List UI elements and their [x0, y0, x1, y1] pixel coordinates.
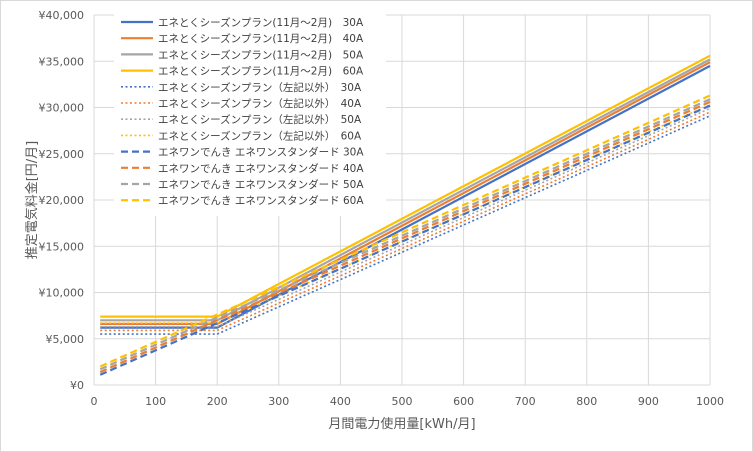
series-line: [99, 98, 711, 371]
legend-label: エネとくシーズンプラン(11月〜2月) 30A: [158, 16, 364, 29]
x-tick-label: 800: [576, 395, 597, 408]
series-line: [100, 115, 711, 335]
y-tick-label: ¥10,000: [39, 287, 85, 300]
x-tick-label: 100: [145, 395, 166, 408]
legend-label: エネとくシーズンプラン（左記以外） 40A: [158, 97, 362, 110]
x-tick-label: 700: [515, 395, 536, 408]
series-line: [100, 107, 711, 328]
series-line: [99, 94, 711, 368]
series-line: [100, 64, 711, 329]
x-tick-label: 400: [330, 395, 351, 408]
legend-label: エネワンでんき エネワンスタンダード 50A: [158, 178, 364, 191]
legend-label: エネとくシーズンプラン（左記以外） 30A: [158, 81, 362, 94]
y-tick-label: ¥40,000: [39, 9, 85, 22]
x-axis-ticks: 0 100 200 300 400 500 600 700 800 900 1000: [91, 395, 725, 408]
y-axis-ticks: ¥0 ¥5,000 ¥10,000 ¥15,000 ¥20,000 ¥25,000 ¥30,…: [39, 9, 85, 392]
y-tick-label: ¥35,000: [39, 55, 85, 68]
legend-label: エネとくシーズンプラン(11月〜2月) 50A: [158, 48, 364, 61]
legend-label: エネとくシーズンプラン（左記以外） 60A: [158, 129, 362, 142]
legend-label: エネワンでんき エネワンスタンダード 40A: [158, 162, 364, 175]
y-axis-title: 推定電気料金[円/月]: [24, 141, 40, 260]
series-lines: [99, 54, 711, 376]
y-tick-label: ¥15,000: [39, 240, 85, 253]
x-tick-label: 0: [91, 395, 98, 408]
legend-label: エネワンでんき エネワンスタンダード 60A: [158, 194, 364, 207]
x-tick-label: 300: [268, 395, 289, 408]
legend-label: エネとくシーズンプラン(11月〜2月) 60A: [158, 65, 364, 78]
y-tick-label: ¥30,000: [39, 102, 85, 115]
legend-label: エネとくシーズンプラン(11月〜2月) 40A: [158, 32, 364, 45]
x-tick-label: 200: [207, 395, 228, 408]
legend-background: [114, 14, 386, 216]
y-tick-label: ¥20,000: [39, 194, 85, 207]
legend: エネとくシーズンプラン(11月〜2月) 30A エネとくシーズンプラン(11月〜2…: [114, 14, 386, 216]
x-tick-label: 900: [638, 395, 659, 408]
legend-label: エネワンでんき エネワンスタンダード 30A: [158, 146, 364, 159]
x-axis-title: 月間電力使用量[kWh/月]: [328, 416, 475, 432]
series-line: [99, 100, 711, 374]
x-tick-label: 1000: [696, 395, 724, 408]
y-tick-label: ¥25,000: [39, 148, 85, 161]
series-line: [100, 54, 711, 318]
legend-label: エネとくシーズンプラン（左記以外） 50A: [158, 113, 362, 126]
grid: [93, 14, 711, 386]
y-tick-label: ¥0: [70, 379, 84, 392]
x-tick-label: 500: [392, 395, 413, 408]
x-tick-label: 600: [453, 395, 474, 408]
series-line: [99, 104, 711, 376]
y-tick-label: ¥5,000: [46, 333, 85, 346]
series-line: [100, 111, 711, 332]
